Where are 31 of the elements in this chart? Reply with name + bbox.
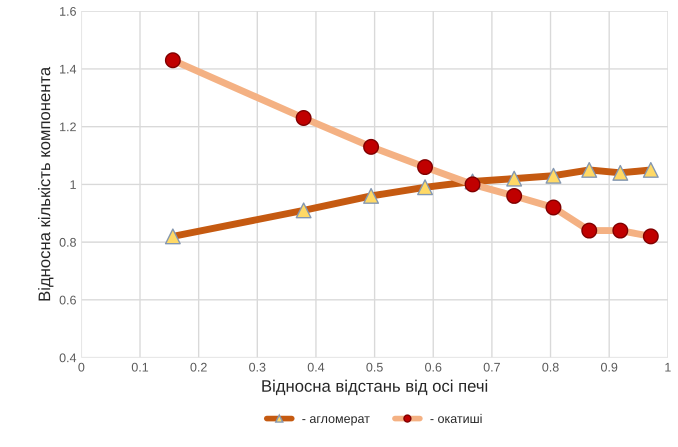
point (642, 162, 659, 178)
y-tick-label: 0.8 (60, 238, 76, 247)
x-tick-label: 0.7 (484, 362, 500, 372)
y-tick-label: 1.4 (60, 64, 76, 74)
point (296, 202, 312, 218)
x-tick-label: 0.6 (425, 362, 442, 372)
point (417, 179, 434, 196)
point (612, 164, 628, 181)
x-tick-label: 0.5 (366, 362, 383, 372)
y-tick-label: 0.6 (60, 296, 76, 305)
y-tick-label: 1.2 (60, 122, 76, 132)
point (506, 170, 522, 187)
x-tick-label: 0.3 (249, 362, 266, 372)
y-tick-label: 1 (70, 180, 76, 189)
point (545, 168, 562, 184)
x-tick-label: 1 (665, 362, 671, 372)
x-tick-label: 0.2 (190, 362, 207, 372)
legend-label: - окатиші (430, 414, 482, 424)
x-tick-label: 0.4 (308, 362, 324, 372)
point (363, 188, 380, 204)
point (164, 228, 181, 244)
y-tick-label: 0.4 (60, 353, 76, 362)
x-tick-label: 0 (78, 362, 84, 372)
y-axis-title: Відносна кількість компонента (38, 66, 54, 301)
legend-label: - агломерат (302, 416, 370, 426)
x-axis-title: Відносна відстань від осі печі (262, 380, 488, 396)
x-tick-label: 0.8 (542, 362, 559, 372)
x-tick-label: 0.1 (132, 362, 148, 372)
y-tick-label: 1.6 (60, 6, 76, 16)
x-tick-label: 0.9 (600, 362, 618, 372)
point (581, 162, 598, 178)
